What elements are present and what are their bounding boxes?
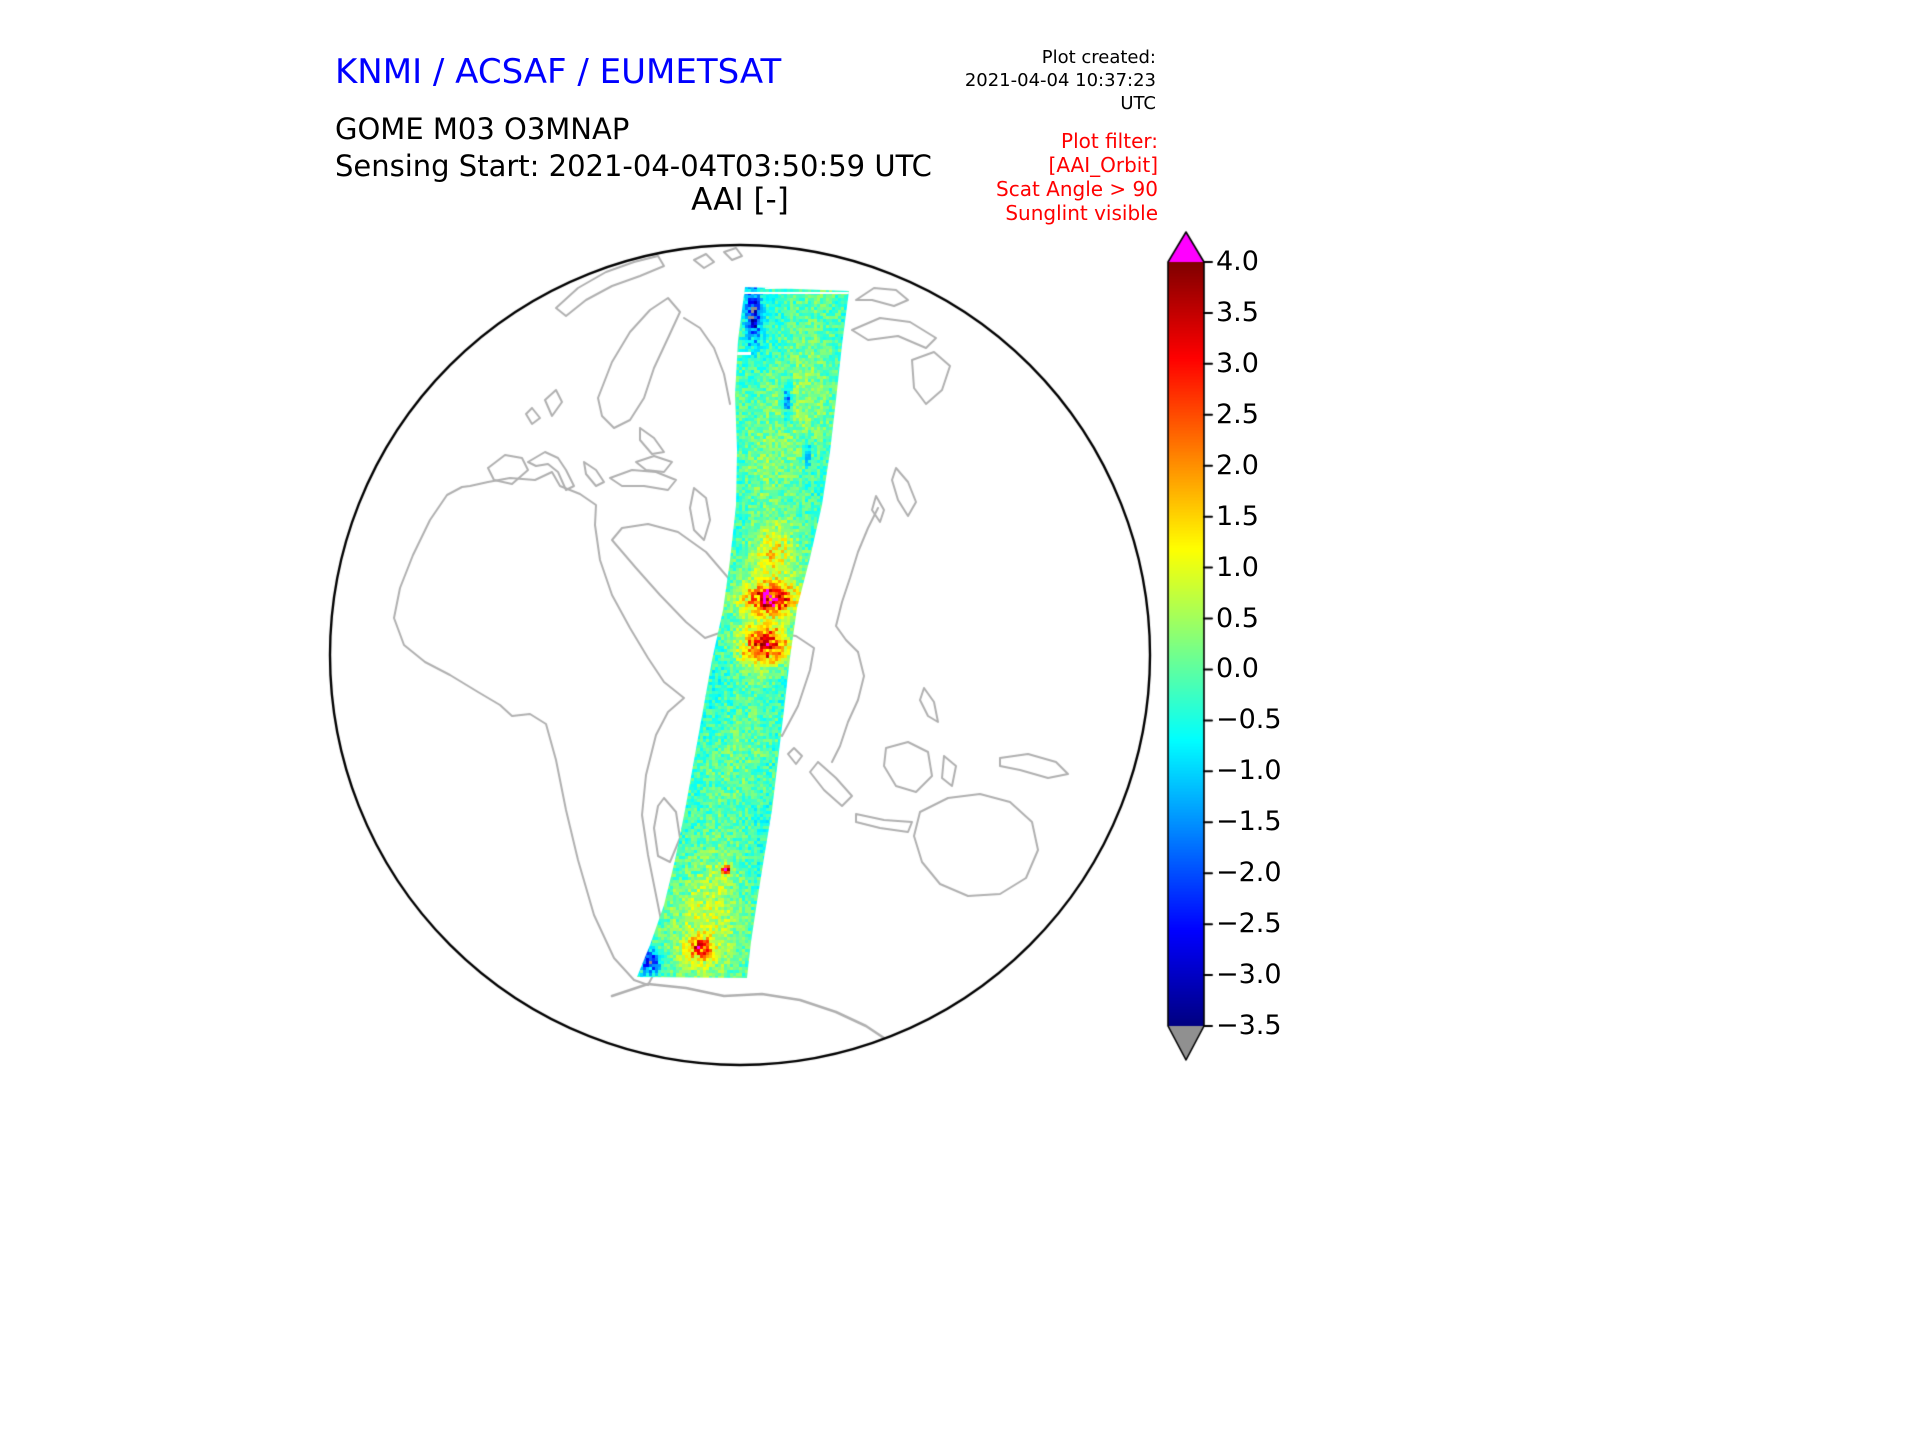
colorbar-tick-label: 0.0 [1216, 653, 1259, 685]
colorbar-tick-label: 1.0 [1216, 551, 1259, 583]
filter-line: Scat Angle > 90 [996, 177, 1158, 201]
product-name: GOME M03 O3MNAP [335, 112, 630, 146]
filter-line: Plot filter: [1061, 129, 1158, 153]
colorbar-tick-label: 0.5 [1216, 602, 1259, 634]
colorbar-tick-label: −1.0 [1216, 755, 1282, 787]
colorbar-tick-label: −2.0 [1216, 857, 1282, 889]
colorbar-tick-label: 1.5 [1216, 500, 1259, 532]
plot-created-block: Plot created: 2021-04-04 10:37:23 UTC [930, 46, 1156, 115]
sensing-start-time: Sensing Start: 2021-04-04T03:50:59 UTC [335, 149, 932, 183]
colorbar-tick-label: 2.0 [1216, 449, 1259, 481]
colorbar-tick-label: −3.0 [1216, 959, 1282, 991]
filter-line: Sunglint visible [1005, 201, 1158, 225]
colorbar-tick-label: 4.0 [1216, 246, 1259, 277]
colorbar-tick-label: 3.0 [1216, 347, 1259, 379]
filter-line: [AAI_Orbit] [1048, 153, 1158, 177]
colorbar-tick-label: −2.5 [1216, 908, 1282, 940]
plot-filter-block: Plot filter: [AAI_Orbit] Scat Angle > 90… [928, 129, 1158, 225]
plot-created-label: Plot created: [1041, 47, 1156, 68]
colorbar-tick-label: −1.5 [1216, 806, 1282, 838]
colorbar-tick-label: −3.5 [1216, 1010, 1282, 1041]
plot-title: AAI [-] [691, 182, 789, 218]
organisation-title: KNMI / ACSAF / EUMETSAT [335, 52, 782, 92]
colorbar-tick-label: −0.5 [1216, 704, 1282, 736]
plot-created-timestamp: 2021-04-04 10:37:23 UTC [964, 70, 1156, 114]
colorbar-tick-label: 2.5 [1216, 398, 1259, 430]
colorbar-tick-label: 3.5 [1216, 296, 1259, 328]
